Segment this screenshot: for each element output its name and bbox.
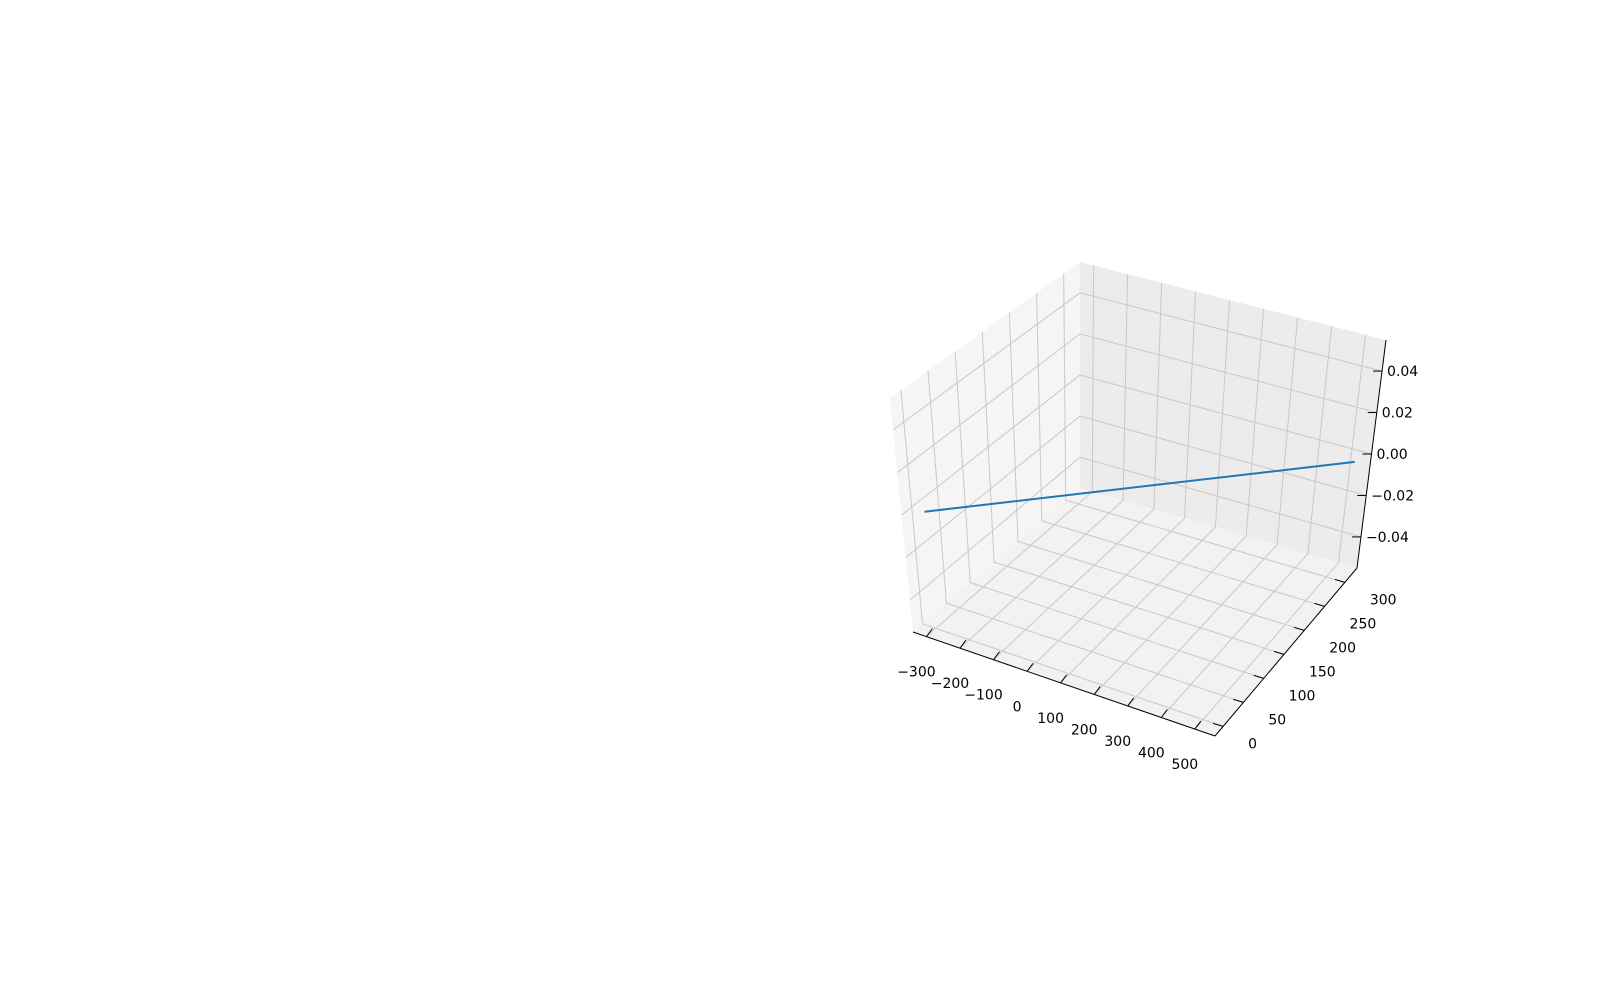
x-tick-mark-1: [959, 639, 967, 649]
z-gridline-3: [896, 333, 1377, 473]
x-tick-mark-0: [926, 628, 933, 637]
x-tick-mark-2: [993, 651, 1000, 661]
y-tick-label-6: 300: [1370, 592, 1397, 608]
z-tick-label-4: 0.04: [1387, 364, 1418, 380]
y-tick-label-5: 250: [1350, 616, 1377, 632]
chart-series: [924, 460, 1355, 513]
x-axis-ticks: −300−200−100 0 100 200 300 400 500: [897, 628, 1202, 773]
left-pane: [890, 262, 1080, 632]
y-tick-label-4: 200: [1329, 640, 1356, 656]
z-axis-ticks: −0.04 −0.02 0.00 0.02 0.04: [1351, 364, 1418, 546]
z-gridline-0: [909, 456, 1362, 601]
floor-pane: [913, 488, 1357, 736]
y-tick-mark-6: [1334, 578, 1345, 583]
x-tick-label-5: 200: [1071, 722, 1098, 738]
z-gridline-2: [901, 374, 1372, 516]
x-gridline-8: [1194, 334, 1367, 730]
y-gridline-3: [981, 331, 1285, 655]
x-tick-label-2: −100: [964, 688, 1002, 704]
y-tick-mark-5: [1314, 602, 1325, 607]
y-tick-mark-3: [1273, 650, 1285, 655]
y-gridline-4: [1008, 312, 1305, 631]
x-tick-label-8: 500: [1171, 757, 1198, 773]
x-tick-label-7: 400: [1138, 746, 1165, 762]
y-gridline-1: [927, 370, 1244, 703]
x-tick-mark-6: [1127, 697, 1135, 707]
y-gridline-2: [954, 351, 1264, 679]
z-tick-label-3: 0.02: [1382, 406, 1413, 422]
x-gridline-3: [1026, 291, 1197, 672]
x-tick-label-1: −200: [931, 676, 969, 692]
chart-panes: [890, 262, 1386, 736]
y-tick-label-3: 150: [1309, 664, 1336, 680]
y-axis-line: [1214, 567, 1358, 737]
z-gridline-4: [892, 292, 1383, 431]
x-tick-label-3: 0: [1013, 699, 1022, 715]
y-tick-mark-1: [1233, 698, 1244, 703]
x-tick-mark-7: [1160, 709, 1168, 718]
x-axis-line: [912, 631, 1216, 737]
x-gridline-5: [1093, 308, 1265, 695]
y-tick-mark-0: [1212, 722, 1224, 727]
z-tick-label-2: 0.00: [1377, 447, 1408, 463]
x-gridline-6: [1127, 317, 1299, 707]
x-gridline-1: [959, 274, 1129, 649]
z-tick-label-0: −0.04: [1366, 530, 1409, 546]
y-tick-mark-2: [1253, 674, 1264, 679]
x-tick-mark-5: [1093, 686, 1101, 695]
x-tick-label-4: 100: [1037, 711, 1064, 727]
z-gridline-1: [905, 415, 1367, 558]
y-tick-label-0: 0: [1248, 736, 1257, 752]
x-gridline-4: [1060, 300, 1231, 684]
z-tick-label-1: −0.02: [1371, 488, 1414, 504]
x-tick-mark-8: [1194, 720, 1202, 730]
x-gridline-2: [993, 282, 1163, 661]
y-gridline-0: [900, 390, 1224, 727]
y-tick-mark-4: [1294, 626, 1305, 631]
chart-grid: [892, 265, 1383, 730]
back-pane: [1080, 262, 1386, 568]
x-gridline-7: [1160, 326, 1333, 718]
x-tick-mark-3: [1026, 662, 1034, 672]
y-tick-label-2: 100: [1289, 688, 1316, 704]
y-gridline-5: [1036, 293, 1325, 607]
y-tick-label-1: 50: [1268, 712, 1286, 728]
y-gridline-6: [1063, 273, 1345, 583]
series-line-0: [924, 460, 1355, 513]
x-tick-mark-4: [1060, 674, 1068, 684]
x-tick-label-0: −300: [897, 665, 935, 681]
x-tick-label-6: 300: [1104, 734, 1131, 750]
